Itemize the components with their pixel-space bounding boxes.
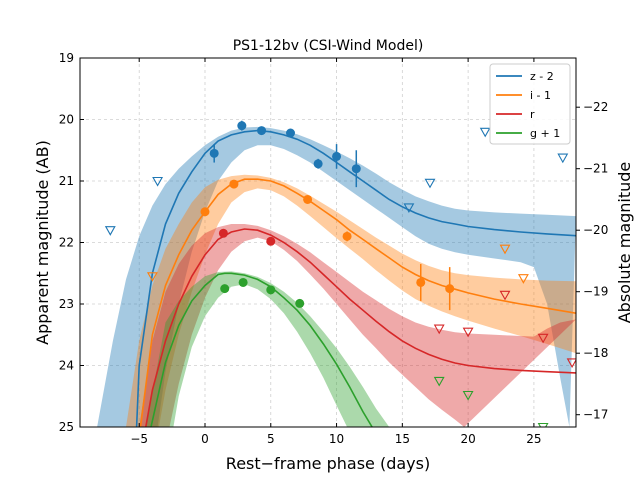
upper-limit-marker: [152, 176, 164, 187]
upper-limit-marker: [104, 226, 116, 236]
y-tick-label: 25: [59, 420, 74, 434]
x-tick-label: 15: [395, 432, 410, 446]
y-tick-label: 20: [59, 113, 74, 127]
detection-point: [238, 277, 248, 287]
upper-limit-marker: [557, 153, 569, 164]
y-tick-label: 23: [59, 297, 74, 311]
x-tick-label: 10: [329, 432, 344, 446]
y-right-tick-label: −21: [583, 162, 608, 176]
chart-title: PS1-12bv (CSI-Wind Model): [233, 38, 424, 54]
upper-limit-marker: [146, 272, 158, 282]
detection-point: [218, 228, 228, 238]
axes: −5 0 5 10 15 20 25 19 20 21 22 23 24 25 −17 −18 −19 −20 −2…: [59, 51, 609, 446]
y-right-tick-label: −22: [583, 100, 608, 114]
detection-point: [266, 236, 276, 246]
upper-limit-marker: [499, 290, 511, 301]
x-tick-label: −5: [130, 432, 148, 446]
legend: z - 2 i - 1 r g + 1: [489, 63, 571, 145]
upper-limit-marker: [403, 203, 415, 214]
y-right-tick-label: −18: [583, 346, 608, 360]
detection-point: [416, 277, 426, 287]
x-tick-label: 5: [267, 432, 275, 446]
y-axis-label: Apparent magnitude (AB): [33, 140, 52, 345]
upper-limit-marker: [433, 376, 445, 387]
legend-label: r: [530, 108, 535, 121]
detection-point: [257, 126, 267, 136]
x-axis-label: Rest−frame phase (days): [226, 454, 430, 473]
y-right-tick-label: −19: [583, 285, 608, 299]
upper-limit-marker: [499, 244, 511, 255]
upper-limit-marker: [537, 422, 549, 427]
detection-point: [342, 231, 352, 241]
y-right-tick-label: −20: [583, 223, 608, 237]
upper-limit-marker: [424, 178, 436, 189]
grid: [80, 57, 576, 428]
upper-limit-marker: [566, 358, 576, 369]
detection-point: [295, 298, 305, 308]
model-curve: [145, 228, 576, 427]
detection-point: [313, 159, 323, 169]
detection-point: [209, 148, 219, 158]
detection-point: [445, 284, 455, 294]
detection-point: [286, 128, 296, 138]
detection-point: [332, 151, 342, 161]
upper-limit-marker: [433, 324, 445, 335]
model-curve: [135, 129, 576, 427]
detection-point: [351, 164, 361, 174]
x-tick-label: 0: [201, 432, 209, 446]
legend-label: i - 1: [530, 89, 551, 102]
model-curve: [150, 272, 373, 427]
upper-limit-marker: [537, 333, 549, 344]
x-tick-label: 25: [526, 432, 541, 446]
legend-box: [489, 63, 571, 145]
y-tick-label: 22: [59, 236, 74, 250]
upper-limit-marker: [462, 327, 474, 338]
y-tick-label: 24: [59, 359, 74, 373]
y-tick-label: 19: [59, 51, 74, 65]
legend-label: g + 1: [530, 127, 560, 140]
detection-point: [303, 194, 313, 204]
legend-label: z - 2: [530, 70, 554, 83]
upper-limit-marker: [479, 127, 491, 138]
detection-point: [200, 207, 210, 217]
detection-point: [229, 179, 239, 189]
model-band: [145, 271, 390, 427]
series-layer: [97, 120, 576, 427]
model-band: [139, 224, 576, 427]
detection-point: [266, 285, 276, 295]
y-axis-right-label: Absolute magnitude: [615, 162, 634, 324]
x-tick-label: 20: [460, 432, 475, 446]
upper-limit-marker: [462, 390, 474, 401]
y-tick-label: 21: [59, 174, 74, 188]
y-right-tick-label: −17: [583, 408, 608, 422]
detection-point: [237, 121, 247, 131]
upper-limit-marker: [517, 274, 529, 284]
model-band: [126, 174, 576, 427]
detection-point: [220, 284, 230, 294]
